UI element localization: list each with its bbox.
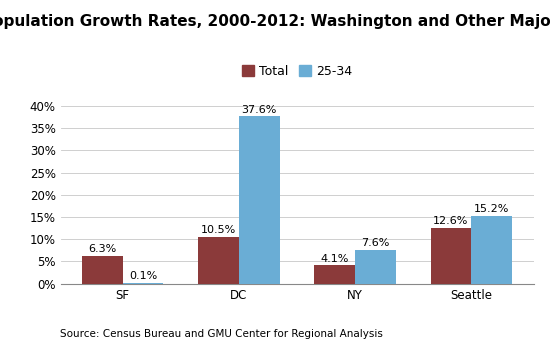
Bar bbox=[315, 265, 355, 284]
Text: 0.1%: 0.1% bbox=[129, 272, 157, 282]
Bar bbox=[198, 237, 239, 284]
Text: 4.1%: 4.1% bbox=[321, 254, 349, 264]
Text: 37.6%: 37.6% bbox=[241, 105, 277, 115]
Text: 12.6%: 12.6% bbox=[433, 216, 469, 226]
Bar bbox=[123, 283, 163, 284]
Text: 6.3%: 6.3% bbox=[88, 244, 117, 254]
Text: Source: Census Bureau and GMU Center for Regional Analysis: Source: Census Bureau and GMU Center for… bbox=[60, 329, 383, 339]
Legend: Total, 25-34: Total, 25-34 bbox=[236, 60, 358, 83]
Text: 15.2%: 15.2% bbox=[474, 204, 509, 214]
Text: Population Growth Rates, 2000-2012: Washington and Other Major Cities: Population Growth Rates, 2000-2012: Wash… bbox=[0, 14, 550, 29]
Text: 10.5%: 10.5% bbox=[201, 225, 236, 235]
Bar bbox=[471, 216, 512, 284]
Bar bbox=[239, 117, 279, 284]
Bar bbox=[82, 256, 123, 284]
Bar bbox=[431, 228, 471, 284]
Bar bbox=[355, 250, 396, 284]
Text: 7.6%: 7.6% bbox=[361, 238, 389, 248]
